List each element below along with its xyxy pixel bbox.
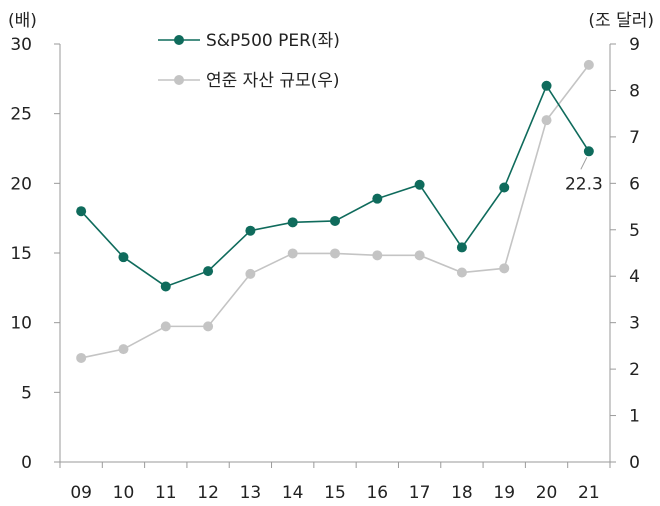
data-point [583, 146, 594, 157]
x-tick-label: 17 [409, 483, 431, 503]
data-point [160, 281, 171, 292]
y-right-tick-label: 4 [629, 267, 640, 287]
x-tick-label: 12 [197, 483, 219, 503]
x-tick-label: 13 [240, 483, 262, 503]
data-point [287, 217, 298, 228]
data-point [372, 250, 383, 261]
y-left-tick-label: 0 [21, 453, 32, 473]
x-tick-label: 18 [451, 483, 473, 503]
labels: (배) (조 달러) 22.3 [8, 11, 654, 194]
y-right-tick-label: 0 [629, 453, 640, 473]
data-point [456, 267, 467, 278]
series-layer [76, 59, 594, 363]
data-point [287, 248, 298, 259]
x-tick-label: 15 [324, 483, 346, 503]
data-point [118, 252, 129, 263]
data-point [414, 250, 425, 261]
x-tick-label: 14 [282, 483, 304, 503]
x-tick-label: 16 [366, 483, 388, 503]
series-line [80, 64, 590, 359]
data-point [330, 248, 340, 259]
data-point [245, 268, 256, 279]
y-right-tick-label: 6 [629, 174, 640, 194]
y-left-tick-label: 5 [21, 383, 32, 403]
data-point [541, 80, 552, 91]
y-right-tick-label: 3 [629, 314, 640, 334]
y-left-tick-label: 25 [10, 105, 32, 125]
data-point [330, 215, 340, 226]
data-point [245, 225, 256, 236]
y-right-tick-label: 2 [629, 360, 640, 380]
data-point [372, 193, 383, 204]
data-point [499, 263, 510, 274]
data-point [118, 344, 129, 355]
y-left-tick-label: 30 [10, 35, 32, 55]
series-0 [76, 80, 594, 292]
y-right-tick-label: 5 [629, 221, 640, 241]
data-point [499, 182, 510, 193]
x-tick-label: 11 [155, 483, 177, 503]
legend-swatch-marker [174, 35, 184, 45]
x-tick-label: 19 [493, 483, 515, 503]
x-tick-label: 09 [70, 483, 92, 503]
y-right-tick-label: 8 [629, 81, 640, 101]
series-1 [76, 59, 594, 363]
annotation-label: 22.3 [565, 174, 603, 194]
legend-item-1: 연준 자산 규모(우) [158, 71, 340, 91]
y-right-tick-label: 1 [629, 407, 640, 427]
y-right-unit: (조 달러) [588, 11, 654, 31]
x-tick-label: 21 [578, 483, 600, 503]
data-point [76, 352, 87, 363]
legend-item-0: S&P500 PER(좌) [158, 31, 340, 51]
x-tick-label: 20 [536, 483, 558, 503]
data-point [456, 242, 467, 253]
legend-label: S&P500 PER(좌) [206, 31, 340, 51]
data-point [583, 59, 594, 70]
y-left-unit: (배) [8, 11, 37, 31]
y-left-tick-label: 20 [10, 174, 32, 194]
legend: S&P500 PER(좌) 연준 자산 규모(우) [158, 31, 340, 91]
data-point [541, 115, 552, 126]
y-right-tick-label: 9 [629, 35, 640, 55]
legend-swatch-marker [174, 75, 184, 85]
y-left-tick-label: 15 [10, 244, 32, 264]
legend-label: 연준 자산 규모(우) [206, 71, 340, 91]
data-point [203, 266, 214, 277]
x-tick-label: 10 [113, 483, 135, 503]
annotation-leader [580, 157, 588, 170]
data-point [76, 206, 87, 217]
data-point [414, 179, 425, 190]
data-point [203, 321, 214, 332]
data-point [160, 321, 171, 332]
y-left-tick-label: 10 [10, 314, 32, 334]
y-right-tick-label: 7 [629, 128, 640, 148]
